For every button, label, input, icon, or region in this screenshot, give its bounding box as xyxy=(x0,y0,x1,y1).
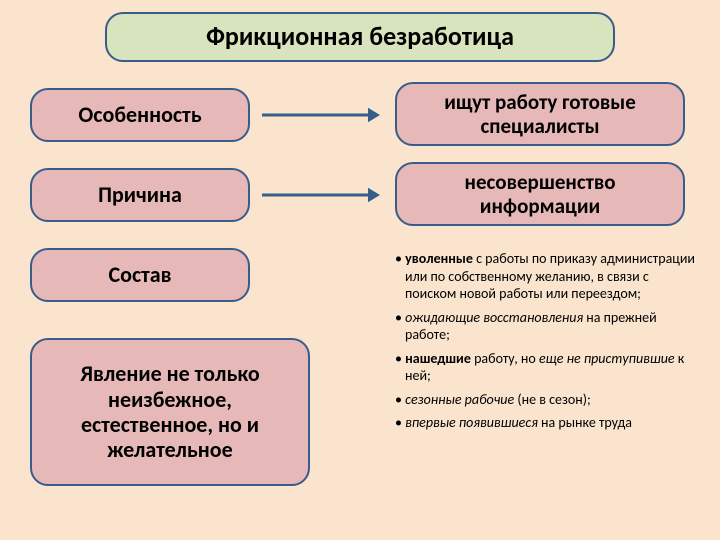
right-box-feature-desc: ищут работу готовые специалисты xyxy=(395,82,685,146)
right-box-cause-desc: несовершенство информации xyxy=(395,162,685,226)
bullet-item-4: • впервые появившиеся на рынке труда xyxy=(395,414,695,432)
bullet-item-2: • нашедшие работу, но еще не приступивши… xyxy=(395,350,695,385)
left-box-conclusion: Явление не только неизбежное, естественн… xyxy=(30,338,310,486)
left-box-feature: Особенность xyxy=(30,88,250,142)
arrow-feature xyxy=(262,108,380,122)
left-box-cause: Причина xyxy=(30,168,250,222)
bullet-item-1: • ожидающие восстановления на прежней ра… xyxy=(395,309,695,344)
left-box-composition: Состав xyxy=(30,248,250,302)
bullet-item-3: • сезонные рабочие (не в сезон); xyxy=(395,391,695,409)
title-text: Фрикционная безработица xyxy=(206,22,514,52)
title-box: Фрикционная безработица xyxy=(105,12,615,62)
bullet-item-0: • уволенные с работы по приказу админист… xyxy=(395,250,695,303)
arrow-cause xyxy=(262,188,380,202)
composition-bullets: • уволенные с работы по приказу админист… xyxy=(395,250,695,438)
